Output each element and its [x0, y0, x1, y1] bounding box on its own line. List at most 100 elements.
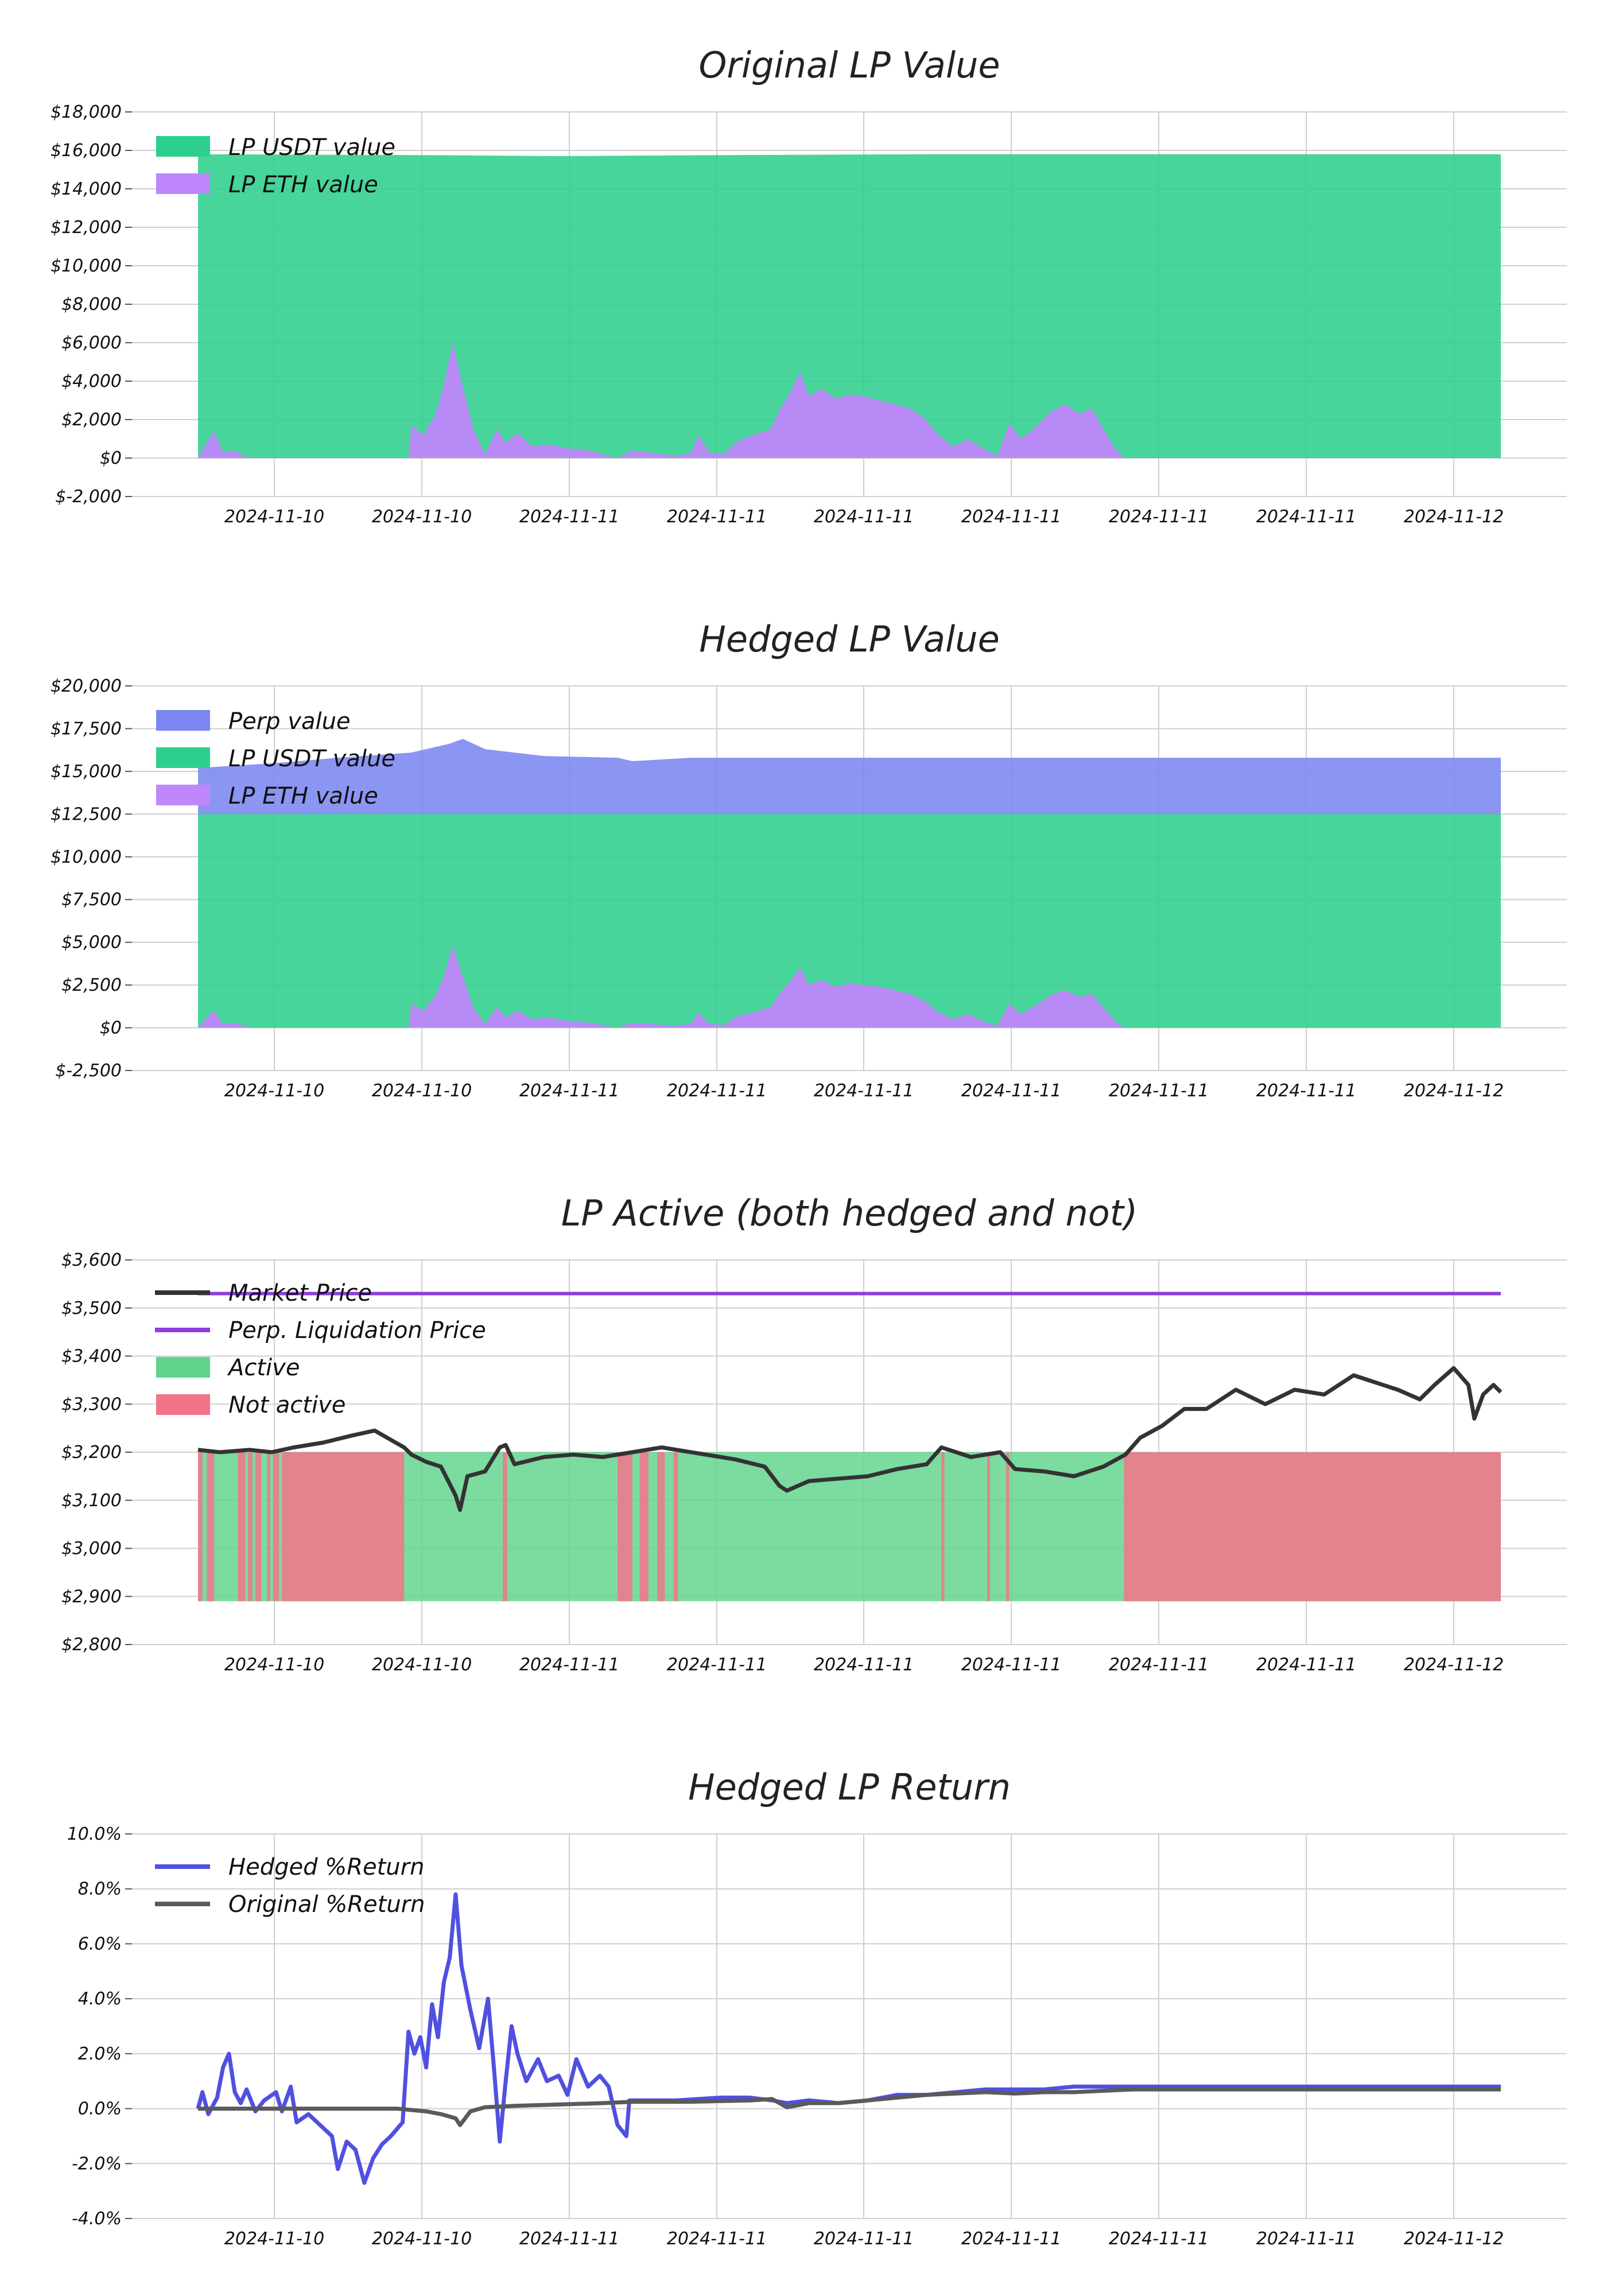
y-tick-label: 10.0%	[67, 1824, 122, 1844]
x-tick-label: 2024-11-11	[1256, 2229, 1356, 2249]
area-lp-eth	[198, 945, 1501, 1028]
x-tick-label: 2024-11-10	[372, 2229, 472, 2249]
area-not-active	[987, 1452, 990, 1601]
x-tick-label: 2024-11-11	[814, 1655, 914, 1675]
area-not-active	[207, 1452, 215, 1601]
y-tick-label: $8,000	[61, 294, 122, 315]
x-tick-label: 2024-11-11	[1109, 2229, 1209, 2249]
y-tick-label: $18,000	[51, 102, 122, 122]
x-tick-label: 2024-11-11	[1109, 1655, 1209, 1675]
area-lp-eth	[198, 343, 1501, 458]
area-not-active	[1124, 1452, 1501, 1601]
x-tick-label: 2024-11-11	[1109, 1081, 1209, 1101]
line-original-return	[198, 2087, 1501, 2127]
y-tick-label: $0	[100, 448, 122, 468]
line-hedged-return	[196, 1892, 1501, 2185]
y-tick-label: $3,100	[61, 1491, 122, 1511]
chart-title: Hedged LP Value	[699, 618, 999, 660]
x-tick-label: 2024-11-11	[814, 507, 914, 527]
x-tick-label: 2024-11-11	[1256, 1655, 1356, 1675]
legend-label-active: Active	[227, 1355, 300, 1381]
legend-label-liquidation-price: Perp. Liquidation Price	[228, 1317, 486, 1344]
y-tick-label: $10,000	[51, 847, 122, 867]
y-tick-label: $3,000	[61, 1539, 122, 1559]
area-not-active	[248, 1452, 253, 1601]
legend-swatch-lp-eth	[156, 173, 210, 194]
legend-label-lp-eth: LP ETH value	[228, 783, 378, 809]
y-tick-label: $0	[100, 1018, 122, 1038]
x-tick-label: 2024-11-11	[519, 507, 619, 527]
y-tick-label: $3,500	[61, 1298, 122, 1318]
chart-title: Original LP Value	[698, 44, 1000, 86]
y-tick-label: $3,300	[61, 1394, 122, 1414]
legend: Perp value LP USDT value LP ETH value	[156, 708, 395, 809]
legend-label-original-return: Original %Return	[228, 1891, 425, 1918]
legend: Hedged %Return Original %Return	[155, 1854, 425, 1918]
y-tick-label: $10,000	[51, 256, 122, 276]
y-tick-label: $15,000	[51, 762, 122, 782]
x-tick-label: 2024-11-11	[667, 507, 767, 527]
legend-swatch-perp	[156, 710, 210, 731]
area-not-active	[198, 1452, 203, 1601]
y-tick-label: -2.0%	[72, 2154, 122, 2174]
x-tick-label: 2024-11-12	[1404, 1081, 1504, 1101]
area-not-active	[255, 1452, 262, 1601]
line-market-price	[197, 1366, 1503, 1512]
legend-swatch-active	[156, 1357, 210, 1378]
legend-swatch-lp-usdt	[156, 747, 210, 768]
y-tick-label: 0.0%	[78, 2099, 122, 2119]
x-tick-label: 2024-11-11	[667, 1081, 767, 1101]
legend-label-hedged-return: Hedged %Return	[228, 1854, 424, 1880]
x-tick-label: 2024-11-11	[519, 1081, 619, 1101]
x-tick-label: 2024-11-10	[372, 1081, 472, 1101]
x-tick-label: 2024-11-10	[224, 1655, 324, 1675]
x-tick-label: 2024-11-11	[667, 1655, 767, 1675]
area-not-active	[238, 1452, 246, 1601]
x-tick-label: 2024-11-11	[961, 507, 1061, 527]
y-tick-label: $16,000	[51, 141, 122, 161]
area-not-active	[618, 1452, 632, 1601]
area-not-active	[1006, 1452, 1010, 1601]
chart-hedged-lp-value: Hedged LP Value $-2,500 $0 $2,500 $5,000 $7,…	[51, 618, 1567, 1101]
legend-swatch-lp-usdt	[156, 136, 210, 157]
y-tick-label: $2,800	[61, 1635, 122, 1655]
x-tick-label: 2024-11-11	[667, 2229, 767, 2249]
chart-title: LP Active (both hedged and not)	[561, 1192, 1138, 1234]
legend-label-lp-eth: LP ETH value	[228, 172, 378, 198]
chart-original-lp-value: Original LP Value $-2,000 $0 $2,000 $4,000 $…	[51, 44, 1567, 527]
x-tick-label: 2024-11-11	[961, 1081, 1061, 1101]
x-tick-label: 2024-11-10	[372, 1655, 472, 1675]
x-tick-label: 2024-11-12	[1404, 2229, 1504, 2249]
y-tick-label: $17,500	[51, 719, 122, 739]
x-tick-label: 2024-11-10	[224, 507, 324, 527]
x-tick-label: 2024-11-11	[1256, 1081, 1356, 1101]
legend-swatch-not-active	[156, 1394, 210, 1415]
x-tick-label: 2024-11-12	[1404, 507, 1504, 527]
x-tick-label: 2024-11-11	[519, 2229, 619, 2249]
y-tick-label: $3,600	[61, 1250, 122, 1270]
area-not-active	[657, 1452, 665, 1601]
x-tick-label: 2024-11-11	[814, 1081, 914, 1101]
area-lp-usdt	[198, 154, 1501, 458]
area-not-active	[273, 1452, 280, 1601]
y-tick-label: $2,000	[61, 410, 122, 430]
x-tick-label: 2024-11-11	[519, 1655, 619, 1675]
chart-title: Hedged LP Return	[688, 1766, 1011, 1808]
legend-swatch-lp-eth	[156, 785, 210, 805]
y-tick-label: $5,000	[61, 933, 122, 953]
legend: Market Price Perp. Liquidation Price Act…	[155, 1280, 486, 1418]
legend-label-lp-usdt: LP USDT value	[228, 134, 395, 161]
x-tick-label: 2024-11-11	[1256, 507, 1356, 527]
legend-label-market-price: Market Price	[228, 1280, 372, 1306]
y-tick-label: $14,000	[51, 179, 122, 199]
area-perp	[198, 739, 1501, 815]
x-tick-label: 2024-11-10	[224, 2229, 324, 2249]
area-not-active	[639, 1452, 649, 1601]
y-tick-label: 2.0%	[78, 2044, 122, 2064]
y-tick-label: 8.0%	[78, 1879, 122, 1899]
legend-label-lp-usdt: LP USDT value	[228, 746, 395, 772]
y-tick-label: $2,500	[61, 975, 122, 995]
legend-label-perp: Perp value	[228, 708, 351, 735]
y-tick-label: $2,900	[61, 1587, 122, 1607]
